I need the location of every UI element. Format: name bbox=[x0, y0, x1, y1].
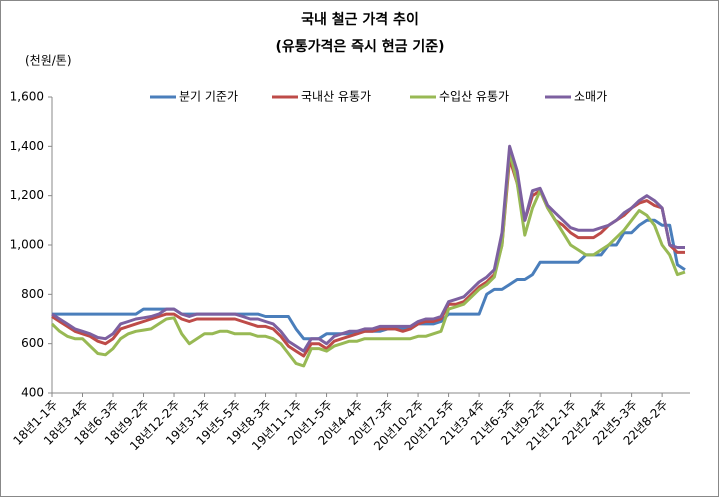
chart-title: 국내 철근 가격 추이 bbox=[301, 11, 419, 28]
series-line bbox=[50, 149, 686, 368]
y-tick-label: 1,400 bbox=[10, 139, 44, 153]
legend-label: 분기 기준가 bbox=[179, 90, 238, 104]
legend-label: 수입산 유통가 bbox=[439, 90, 509, 104]
y-tick-label: 1,600 bbox=[10, 90, 44, 104]
y-tick-label: 800 bbox=[21, 287, 44, 301]
y-tick-label: 400 bbox=[21, 386, 44, 400]
legend-label: 국내산 유통가 bbox=[301, 90, 371, 104]
chart-subtitle: (유통가격은 즉시 현금 기준) bbox=[275, 38, 444, 55]
series-line bbox=[51, 144, 685, 353]
legend-label: 소매가 bbox=[574, 90, 607, 104]
series-line bbox=[51, 157, 685, 358]
y-tick-label: 600 bbox=[21, 336, 44, 350]
y-axis-label: (천원/톤) bbox=[25, 53, 72, 68]
y-tick-label: 1,200 bbox=[10, 188, 44, 202]
y-tick-label: 1,000 bbox=[10, 238, 44, 252]
